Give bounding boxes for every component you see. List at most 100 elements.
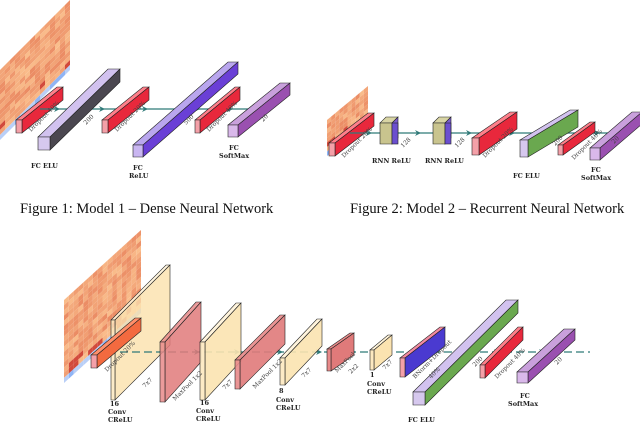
fig1-spectrogram-cell (55, 70, 60, 80)
fig3-spectrogram-cell (107, 287, 113, 297)
fig3-spectrogram-cell (78, 292, 84, 303)
fig3-fc-elu-label: FC ELU (408, 416, 435, 424)
fig3-spectrogram-cell (126, 259, 132, 270)
fig1-spectrogram-cell (40, 65, 45, 75)
fig1-spectrogram-cell (20, 85, 25, 95)
fig1-spectrogram-cell (15, 75, 20, 85)
fig3-spectrogram-cell (121, 253, 127, 264)
fig3-spectrogram-cell (88, 273, 93, 284)
fig3-spectrogram-cell (97, 311, 103, 322)
fig2-spectrogram-cell (347, 104, 352, 112)
fig1-spectrogram-cell (10, 95, 15, 105)
fig3-spectrogram-cell (78, 308, 84, 318)
fig3-spectrogram-cell (64, 347, 69, 358)
fig3-spectrogram-cell (83, 293, 89, 304)
fig1-dropout-1-front (15, 119, 23, 134)
fig1-spectrogram-cell (65, 65, 70, 75)
fig3-spectrogram-cell (136, 276, 141, 287)
fig1-spectrogram-cell (10, 75, 15, 85)
fig1-spectrogram-cell (50, 25, 55, 35)
fig3-spectrogram-cell (121, 279, 127, 289)
fig3-spectrogram-cell (64, 337, 69, 347)
fig1-spectrogram-cell (25, 60, 30, 70)
fig2-spectrogram-cell (359, 89, 364, 98)
fig2-spectrogram-cell (363, 86, 368, 94)
fig1-spectrogram-cell (10, 100, 15, 110)
fig1-spectrogram-cell (20, 95, 25, 105)
fig3-spectrogram-cell (112, 293, 117, 303)
fig3-spectrogram-cell (64, 342, 69, 352)
fig3-spectrogram-cell (97, 290, 103, 301)
fig3-spectrogram-cell (88, 294, 93, 305)
fig1-spectrogram-cell (25, 40, 30, 50)
fig2-spectrogram-cell (351, 114, 356, 123)
fig1-spectrogram-cell (35, 75, 40, 85)
fig1-spectrogram-cell (15, 90, 20, 100)
fig3-spectrogram-cell (126, 275, 132, 285)
fig1-spectrogram-cell (65, 55, 70, 65)
fig3-maxpool-3-size: 2x2 (347, 363, 360, 376)
fig1-spectrogram-cell (65, 40, 70, 50)
fig3-spectrogram-cell (136, 250, 141, 261)
fig1-spectrogram-cell (35, 30, 40, 40)
fig1-spectrogram-cell (40, 35, 45, 45)
fig3-spectrogram-cell (92, 284, 98, 295)
fig1-spectrogram-cell (55, 30, 60, 40)
fig1-spectrogram-cell (20, 75, 25, 85)
fig1-spectrogram-cell (25, 85, 30, 95)
fig2-fc-20-front (589, 147, 601, 161)
fig3-spectrogram-cell (116, 278, 122, 289)
fig3-spectrogram-cell (73, 323, 79, 333)
fig2-spectrogram-cell (347, 108, 352, 117)
fig3-spectrogram-cell (64, 368, 69, 378)
fig3-spectrogram-cell (107, 292, 113, 303)
fig2-units-128-a: 128 (399, 136, 412, 149)
fig1-spectrogram-cell (65, 45, 70, 55)
fig3-spectrogram-cell (112, 288, 117, 298)
fig3-spectrogram-cell (64, 326, 69, 337)
fig1-spectrogram-cell (55, 15, 60, 25)
fig3-spectrogram-cell (131, 244, 137, 255)
fig2-flow-arrow-arrowhead (594, 130, 600, 136)
fig1-spectrogram-cell (30, 65, 35, 75)
fig3-spectrogram-cell (68, 327, 74, 338)
fig1-spectrogram-cell (5, 120, 10, 130)
fig1-spectrogram-cell (0, 70, 5, 80)
fig2-spectrogram-cell (331, 126, 336, 135)
fig3-spectrogram-cell (102, 271, 108, 281)
fig1-spectrogram-cell (25, 50, 30, 60)
fig1-spectrogram-cell (55, 75, 60, 85)
fig2-spectrogram-cell (347, 113, 352, 121)
fig3-conv-4-front (369, 349, 375, 371)
fig3-spectrogram-cell (112, 267, 117, 277)
fig2-spectrogram-cell (331, 113, 336, 122)
fig3-spectrogram-cell (126, 238, 132, 249)
fig1-spectrogram-cell (20, 65, 25, 75)
fig1-relu-label: ReLU (129, 172, 149, 180)
fig3-spectrogram-cell (83, 324, 89, 335)
fig1-spectrogram-cell (15, 50, 20, 60)
fig1-spectrogram-cell (50, 65, 55, 75)
fig3-spectrogram-cell (136, 271, 141, 282)
fig3-conv-2-front (199, 341, 206, 401)
fig1-spectrogram-cell (60, 35, 65, 45)
fig1-spectrogram-cell (45, 55, 50, 65)
fig1-spectrogram-cell (30, 40, 35, 50)
fig1-spectrogram-cell (40, 70, 45, 80)
fig3-spectrogram-cell (107, 282, 113, 292)
figure-1-caption: Figure 1: Model 1 – Dense Neural Network (20, 201, 274, 217)
fig1-spectrogram-cell (20, 50, 25, 60)
fig3-spectrogram-cell (78, 298, 84, 308)
fig1-fc-label: FC (133, 164, 143, 172)
fig3-spectrogram-cell (121, 274, 127, 284)
fig3-spectrogram-cell (88, 330, 93, 341)
fig2-spectrogram-cell (351, 96, 356, 105)
fig2-flow-arrow-arrowhead (466, 130, 472, 136)
fig3-spectrogram-cell (121, 258, 127, 269)
fig1-spectrogram-cell (30, 70, 35, 80)
fig2-spectrogram-cell (327, 121, 332, 129)
fig1-units-20: 20 (259, 113, 269, 123)
fig2-spectrogram-cell (355, 97, 360, 106)
fig1-fc-20-side (237, 82, 291, 138)
fig1-spectrogram-cell (35, 95, 40, 105)
